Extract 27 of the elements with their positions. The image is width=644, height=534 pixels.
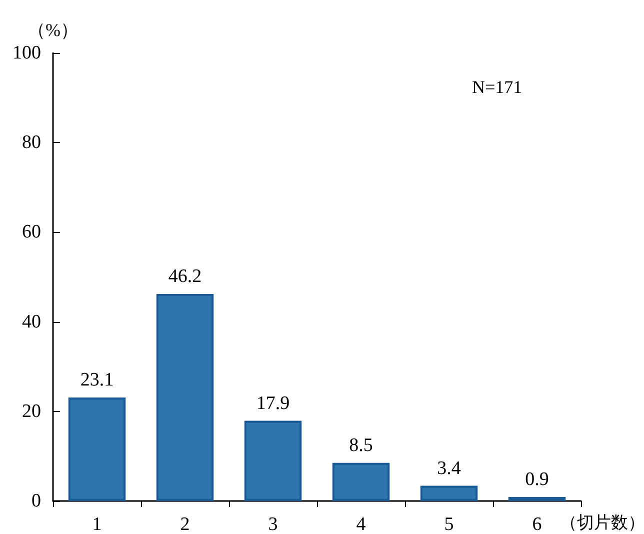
y-tick-label: 20 (22, 400, 41, 422)
y-tick-label: 40 (22, 311, 41, 332)
x-tick-label: 5 (444, 514, 454, 534)
y-axis-title: （%） (28, 20, 78, 40)
bar (68, 398, 126, 501)
data-label: 23.1 (80, 370, 114, 391)
data-label: 46.2 (168, 266, 202, 288)
bar (244, 420, 302, 501)
data-label: 0.9 (525, 468, 549, 490)
data-label: 8.5 (349, 434, 373, 456)
y-tick-label: 80 (22, 132, 41, 154)
x-axis-title: （切片数） (560, 513, 644, 532)
y-tick-label: 60 (22, 222, 41, 243)
bar (156, 294, 214, 501)
y-tick-label: 0 (32, 490, 41, 512)
data-label: 17.9 (256, 392, 290, 414)
x-tick-label: 4 (356, 514, 366, 534)
x-tick-label: 1 (92, 514, 102, 534)
y-tick-label: 100 (12, 42, 41, 64)
x-tick-label: 3 (268, 514, 278, 534)
annotation: N=171 (472, 77, 522, 97)
x-tick-label: 6 (532, 514, 542, 534)
bar (508, 496, 566, 501)
bar (420, 486, 478, 501)
x-tick-label: 2 (180, 514, 190, 534)
data-label: 3.4 (437, 458, 462, 479)
bar (332, 462, 390, 501)
